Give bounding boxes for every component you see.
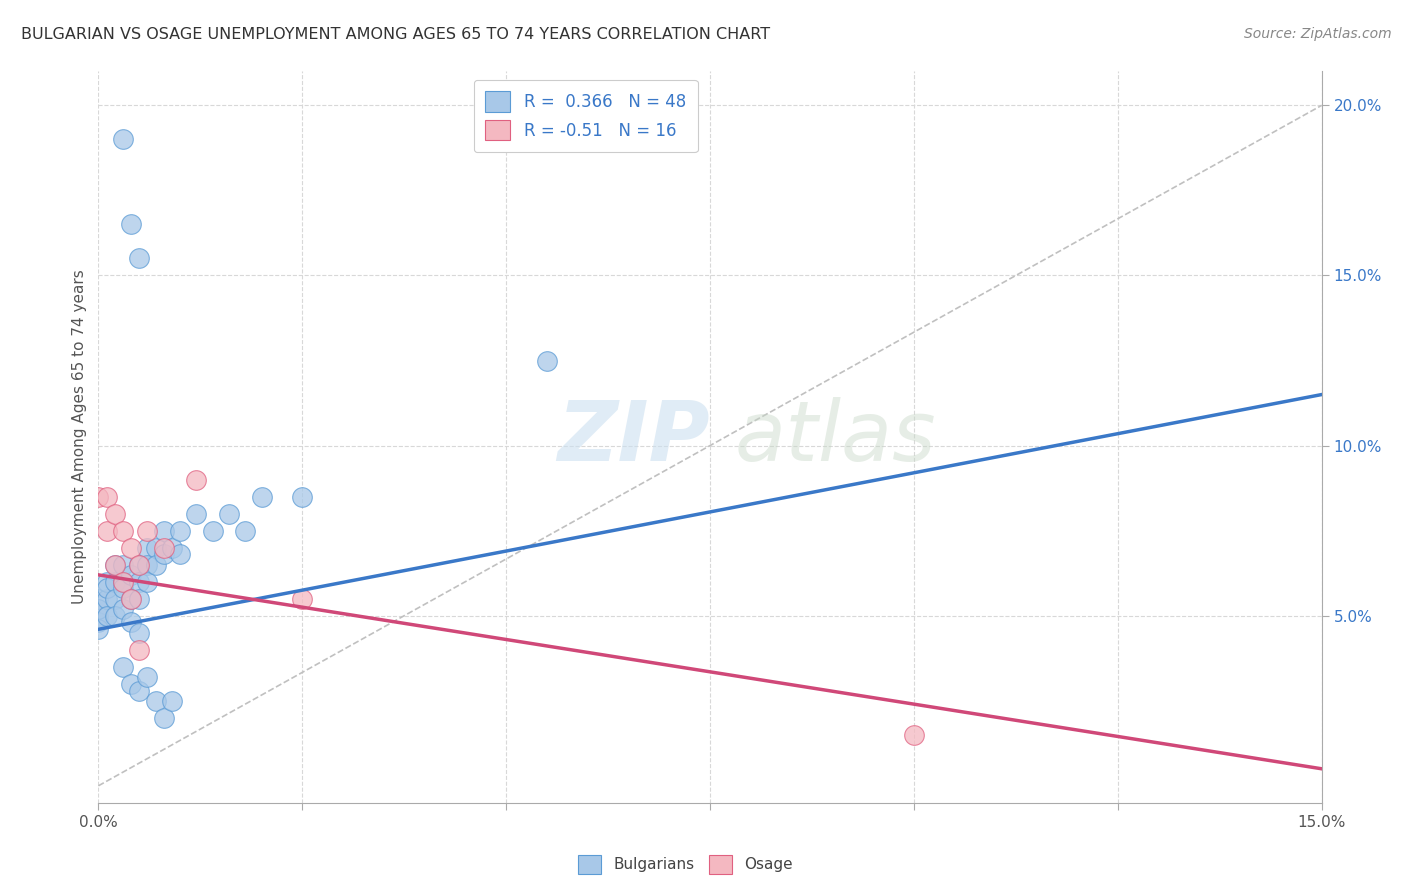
Point [104, 591, 127, 606]
Point [87, 602, 110, 616]
Point [96, 591, 118, 606]
Point [186, 473, 208, 487]
Point [128, 558, 150, 572]
Point [128, 642, 150, 657]
Point [120, 541, 142, 555]
Point [111, 558, 134, 572]
Point [169, 548, 191, 562]
Point [136, 574, 159, 589]
Point [111, 602, 134, 616]
Point [96, 608, 118, 623]
Point [152, 711, 174, 725]
Point [104, 574, 127, 589]
Point [120, 615, 142, 630]
Point [87, 490, 110, 504]
Point [152, 524, 174, 538]
Point [145, 558, 167, 572]
Point [291, 490, 314, 504]
Point [136, 558, 159, 572]
Point [111, 524, 134, 538]
Point [136, 541, 159, 555]
Legend: Bulgarians, Osage: Bulgarians, Osage [569, 846, 803, 883]
Point [169, 524, 191, 538]
Point [201, 524, 224, 538]
Text: atlas: atlas [734, 397, 936, 477]
Point [160, 541, 183, 555]
Point [160, 694, 183, 708]
Point [96, 574, 118, 589]
Point [128, 558, 150, 572]
Point [96, 582, 118, 596]
Point [87, 608, 110, 623]
Point [128, 591, 150, 606]
Point [120, 591, 142, 606]
Text: ZIP: ZIP [557, 397, 710, 477]
Point [291, 591, 314, 606]
Point [145, 541, 167, 555]
Point [104, 558, 127, 572]
Y-axis label: Unemployment Among Ages 65 to 74 years: Unemployment Among Ages 65 to 74 years [72, 269, 87, 605]
Point [145, 694, 167, 708]
Point [111, 132, 134, 146]
Point [111, 582, 134, 596]
Point [120, 567, 142, 582]
Point [104, 558, 127, 572]
Text: BULGARIAN VS OSAGE UNEMPLOYMENT AMONG AGES 65 TO 74 YEARS CORRELATION CHART: BULGARIAN VS OSAGE UNEMPLOYMENT AMONG AG… [21, 27, 770, 42]
Point [104, 507, 127, 521]
Point [87, 622, 110, 636]
Point [218, 507, 240, 521]
Point [128, 625, 150, 640]
Point [111, 574, 134, 589]
Point [87, 615, 110, 630]
Point [128, 683, 150, 698]
Point [96, 524, 118, 538]
Point [536, 353, 558, 368]
Point [136, 670, 159, 684]
Point [128, 252, 150, 266]
Point [903, 728, 925, 742]
Point [96, 490, 118, 504]
Point [186, 507, 208, 521]
Point [152, 548, 174, 562]
Point [111, 659, 134, 673]
Point [87, 591, 110, 606]
Point [136, 524, 159, 538]
Point [233, 524, 256, 538]
Point [250, 490, 273, 504]
Point [120, 218, 142, 232]
Point [152, 541, 174, 555]
Text: Source: ZipAtlas.com: Source: ZipAtlas.com [1244, 27, 1392, 41]
Point [104, 608, 127, 623]
Point [111, 574, 134, 589]
Point [128, 574, 150, 589]
Point [120, 677, 142, 691]
Point [120, 591, 142, 606]
